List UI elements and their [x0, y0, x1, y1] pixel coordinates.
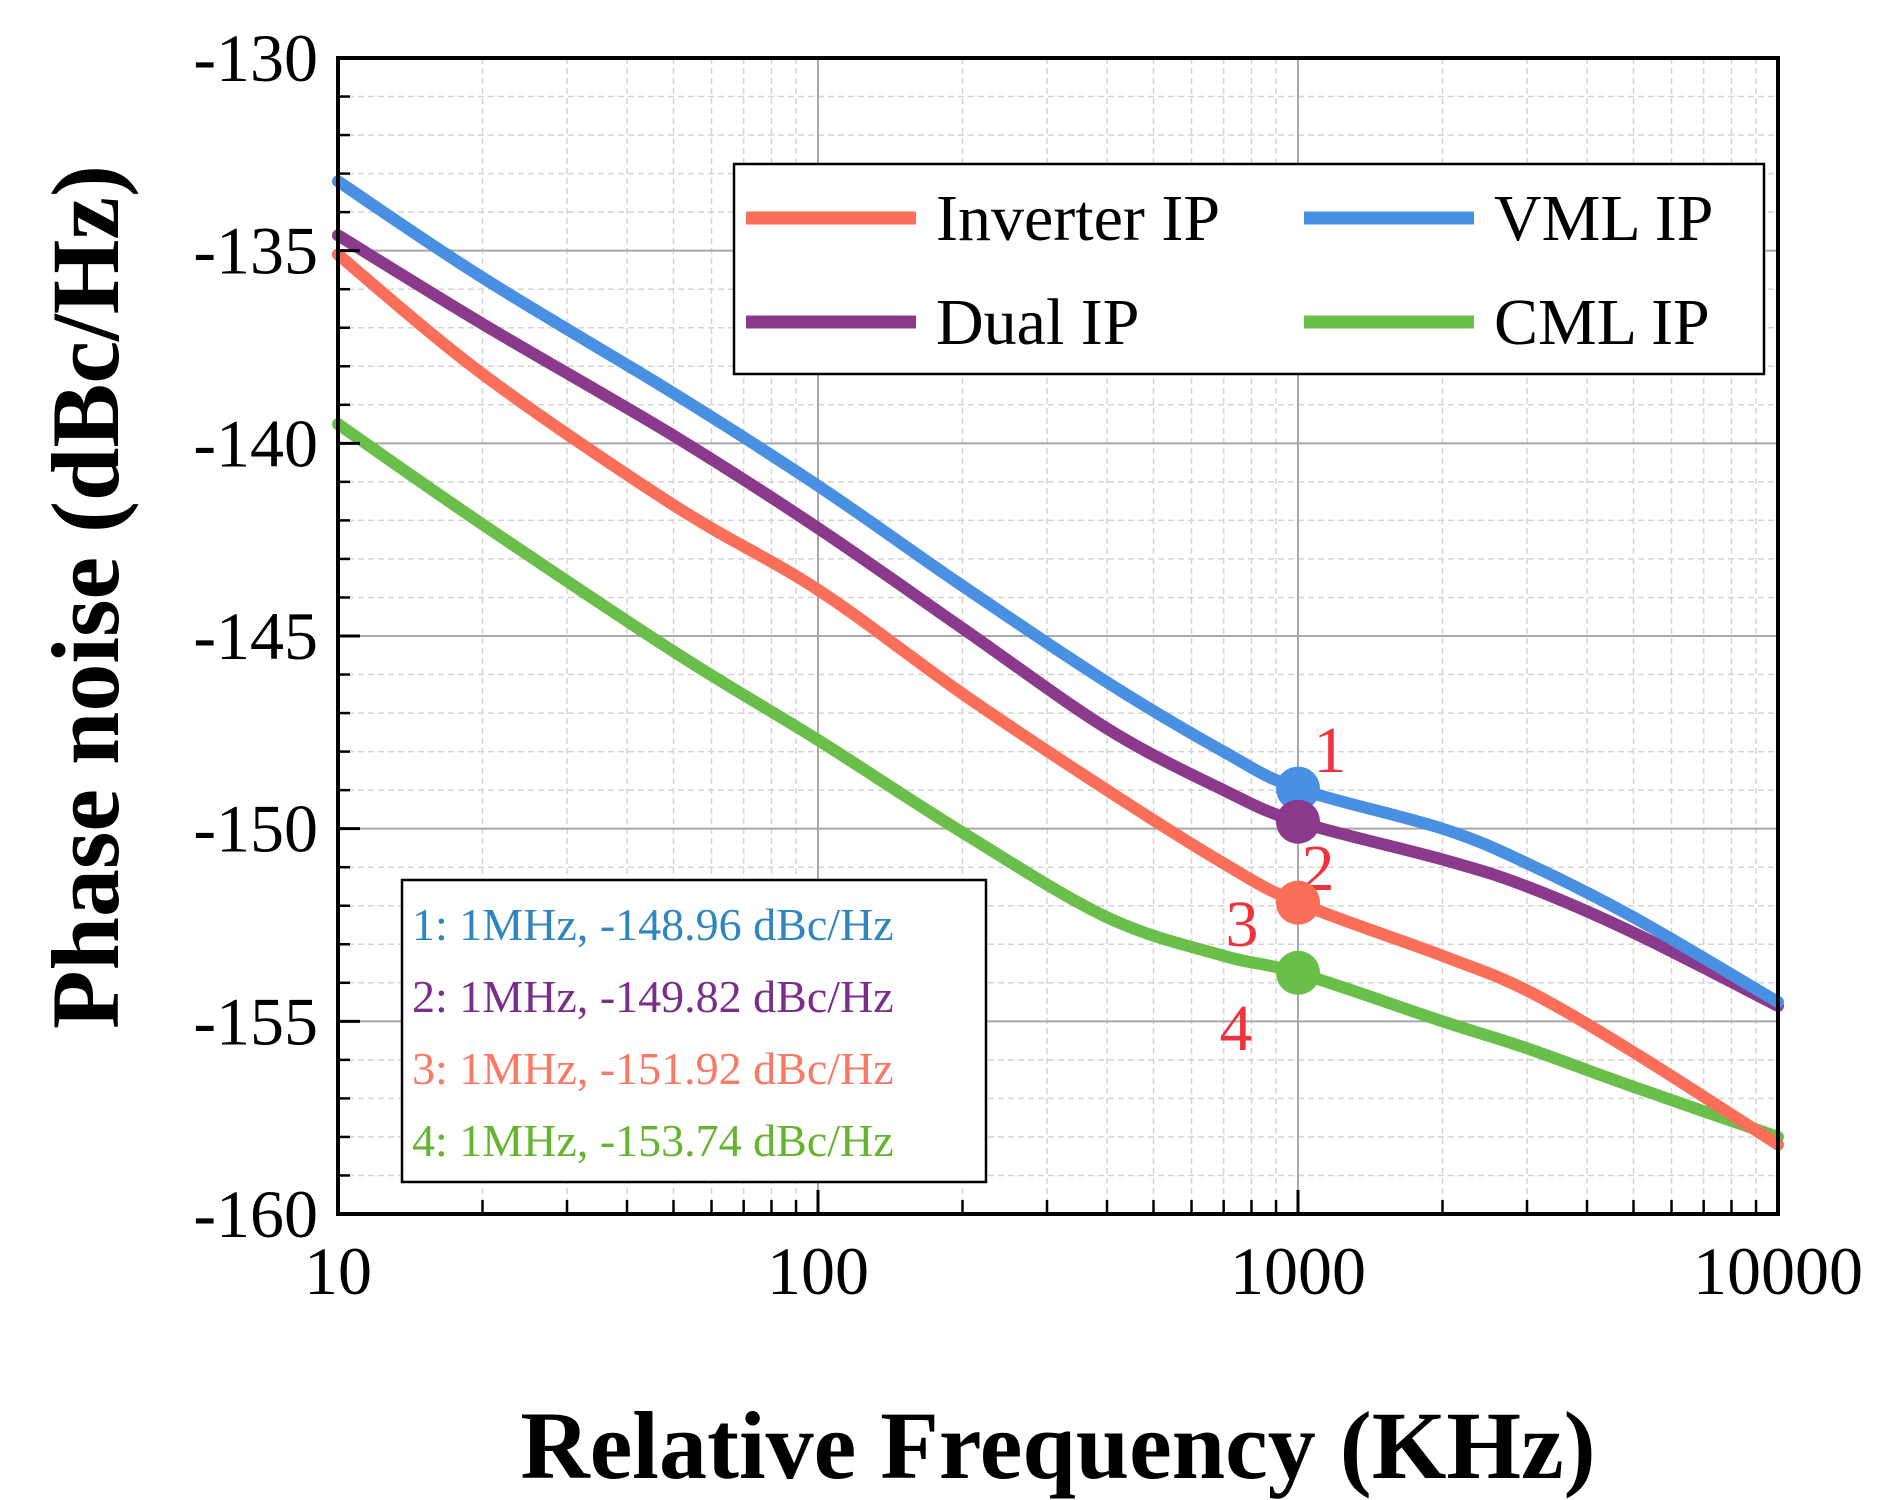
- legend-label-cml-ip: CML IP: [1494, 286, 1710, 359]
- marker-label-4: 4: [1220, 992, 1253, 1065]
- annotation-line-1: 1: 1MHz, -148.96 dBc/Hz: [412, 899, 894, 950]
- legend-label-inverter-ip: Inverter IP: [936, 182, 1220, 255]
- y-tick-label: -135: [193, 213, 318, 289]
- annotation-box: 1: 1MHz, -148.96 dBc/Hz 2: 1MHz, -149.82 …: [402, 880, 986, 1182]
- x-tick-label: 100: [767, 1233, 869, 1309]
- y-tick-label: -140: [193, 405, 318, 481]
- marker-label-3: 3: [1226, 888, 1259, 961]
- x-tick-label: 10000: [1693, 1233, 1863, 1309]
- annotation-line-4: 4: 1MHz, -153.74 dBc/Hz: [412, 1115, 894, 1166]
- legend: Inverter IP VML IP Dual IP CML IP: [734, 164, 1764, 374]
- y-tick-label: -130: [193, 20, 318, 96]
- x-axis-title: Relative Frequency (KHz): [520, 1392, 1595, 1499]
- y-tick-label: -150: [193, 791, 318, 867]
- marker-point-3: [1276, 881, 1320, 925]
- y-axis-title: Phase noise (dBc/Hz): [32, 165, 139, 1029]
- legend-label-dual-ip: Dual IP: [936, 286, 1139, 359]
- x-tick-label: 1000: [1230, 1233, 1366, 1309]
- chart-container: 10 100 1000 10000 -130 -135 -140 -145 -150 -155 -1…: [0, 0, 1882, 1500]
- y-tick-label: -155: [193, 983, 318, 1059]
- legend-label-vml-ip: VML IP: [1494, 182, 1713, 255]
- annotation-line-3: 3: 1MHz, -151.92 dBc/Hz: [412, 1043, 894, 1094]
- marker-point-4: [1276, 951, 1320, 995]
- y-tick-label: -145: [193, 598, 318, 674]
- annotation-line-2: 2: 1MHz, -149.82 dBc/Hz: [412, 971, 894, 1022]
- phase-noise-chart: 10 100 1000 10000-130-135-140-145-150-155-1…: [0, 0, 1882, 1500]
- marker-label-1: 1: [1314, 714, 1347, 787]
- y-tick-label: -160: [193, 1176, 318, 1252]
